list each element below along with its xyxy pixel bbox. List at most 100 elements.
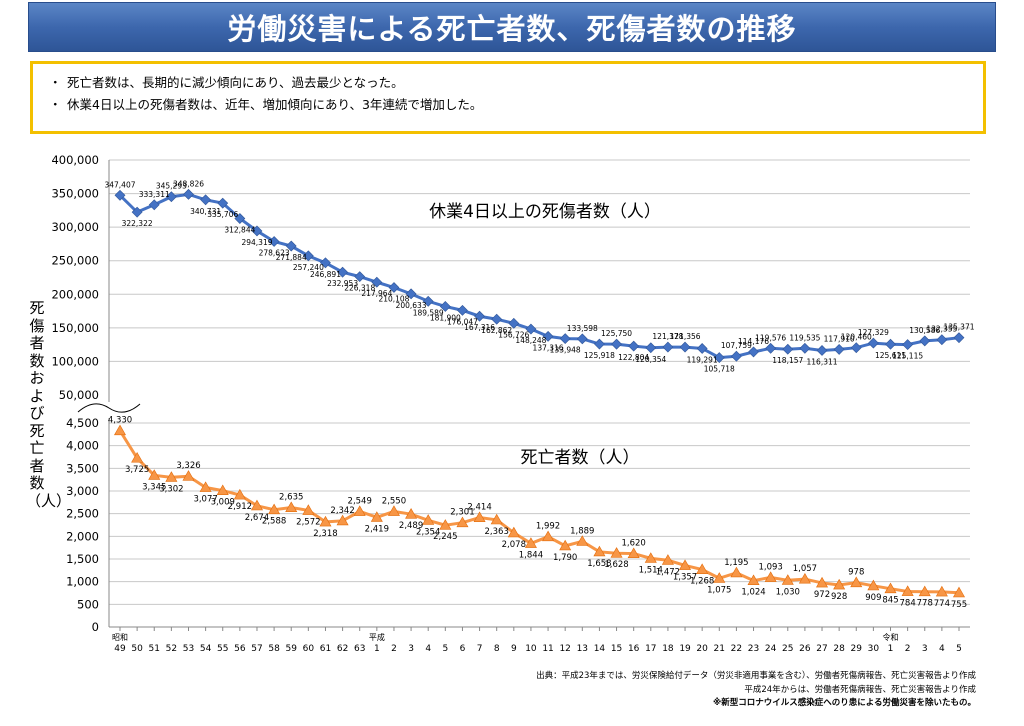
- era-label: 平成: [369, 632, 385, 642]
- injury-data-label: 348,826: [173, 179, 204, 188]
- injury-data-label: 156,726: [498, 330, 529, 339]
- injury-point: [748, 346, 759, 358]
- source-note: 出典：平成23年までは、労災保険給付データ（労災非適用事業を含む）、労働者死傷病…: [536, 670, 976, 711]
- death-point: [952, 586, 966, 598]
- injury-point: [217, 197, 229, 209]
- injury-point: [131, 206, 143, 218]
- injury-data-label: 125,611: [875, 351, 906, 360]
- death-data-label: 1,024: [741, 588, 765, 598]
- y-tick-label: 1,000: [66, 575, 99, 589]
- death-data-label: 972: [814, 590, 830, 600]
- death-data-label: 774: [934, 599, 950, 609]
- injury-data-label: 125,918: [584, 351, 615, 360]
- injury-data-label: 257,240: [293, 263, 324, 272]
- y-tick-label: 3,000: [66, 484, 99, 498]
- era-label: 令和: [883, 632, 899, 642]
- injury-point: [799, 342, 811, 354]
- series-caption-death: 死亡者数（人）: [521, 448, 640, 468]
- x-tick-label: 53: [183, 644, 194, 654]
- source-line: 平成24年からは、労働者死傷病報告、死亡災害報告より作成: [744, 684, 976, 695]
- death-point: [113, 424, 127, 436]
- injury-point: [114, 189, 126, 201]
- injury-point: [474, 310, 485, 322]
- injury-point: [251, 225, 263, 237]
- death-data-label: 3,009: [211, 498, 235, 508]
- injury-data-label: 120,354: [635, 355, 666, 364]
- x-tick-label: 20: [696, 644, 708, 654]
- death-point: [199, 481, 212, 492]
- death-data-label: 1,268: [690, 577, 714, 587]
- death-point: [816, 576, 829, 588]
- death-data-label: 2,414: [467, 503, 491, 513]
- injury-point: [713, 352, 725, 364]
- injury-data-label: 189,589: [413, 308, 444, 317]
- death-point: [798, 572, 811, 584]
- injury-data-label: 333,311: [139, 190, 170, 199]
- injury-point: [765, 342, 777, 354]
- injury-point: [782, 343, 794, 355]
- injury-data-label: 121,356: [670, 332, 701, 341]
- injury-point: [268, 236, 280, 247]
- injury-point: [371, 276, 383, 288]
- death-point: [285, 501, 298, 512]
- y-axis-title: 死傷者数および死亡者数（人）: [26, 299, 72, 510]
- x-tick-label: 51: [149, 644, 160, 654]
- death-point: [661, 554, 674, 565]
- death-data-label: 1,030: [776, 587, 800, 597]
- injury-data-label: 232,953: [327, 279, 358, 288]
- death-data-label: 2,245: [433, 532, 457, 542]
- injury-point: [730, 350, 742, 362]
- x-tick-label: 1: [888, 644, 894, 654]
- death-point: [268, 503, 281, 515]
- death-point: [370, 511, 383, 522]
- death-data-label: 2,318: [313, 529, 337, 539]
- death-data-label: 1,357: [673, 572, 697, 582]
- x-tick-label: 18: [662, 644, 674, 654]
- injury-point: [902, 339, 914, 350]
- death-data-label: 2,078: [502, 540, 526, 550]
- death-point: [405, 508, 418, 519]
- x-tick-label: 26: [799, 644, 811, 654]
- injury-data-label: 347,407: [104, 180, 135, 189]
- injury-data-label: 119,291: [687, 355, 718, 364]
- death-point: [216, 484, 229, 496]
- death-data-label: 4,330: [108, 416, 132, 426]
- x-tick-label: 13: [577, 644, 588, 654]
- death-data-label: 2,635: [279, 493, 303, 503]
- y-tick-label: 0: [92, 620, 99, 634]
- death-data-label: 1,844: [519, 550, 543, 560]
- death-data-label: 2,588: [262, 517, 286, 527]
- injury-data-label: 137,316: [533, 343, 564, 352]
- injury-point: [491, 313, 503, 325]
- death-point: [764, 571, 777, 582]
- death-point: [627, 547, 640, 558]
- death-point: [507, 526, 520, 538]
- injury-point: [525, 323, 537, 335]
- injury-point: [679, 341, 691, 353]
- death-point: [490, 513, 503, 525]
- summary-item: ・死亡者数は、長期的に減少傾向にあり、過去最少となった。: [49, 72, 983, 94]
- injury-data-label: 271,884: [276, 253, 307, 262]
- death-data-label: 1,628: [604, 560, 628, 570]
- injury-data-label: 226,318: [344, 284, 375, 293]
- injury-point: [234, 213, 246, 224]
- death-point: [439, 519, 452, 530]
- x-tick-label: 50: [131, 644, 143, 654]
- death-data-label: 3,345: [142, 482, 166, 492]
- injury-point: [953, 332, 965, 344]
- y-tick-label: 300,000: [51, 220, 99, 234]
- death-data-label: 1,472: [656, 567, 680, 577]
- death-data-label: 845: [882, 596, 898, 606]
- injury-data-label: 105,718: [704, 365, 735, 374]
- death-point: [696, 563, 709, 574]
- injury-data-label: 340,731: [190, 207, 221, 216]
- injury-point: [594, 338, 605, 350]
- death-data-label: 2,489: [399, 521, 423, 531]
- injury-data-label: 122,804: [618, 353, 649, 362]
- x-tick-label: 58: [268, 644, 280, 654]
- death-data-label: 1,889: [570, 526, 594, 536]
- death-point: [747, 574, 760, 586]
- death-point: [473, 511, 486, 522]
- death-point: [387, 505, 400, 516]
- y-tick-label: 50,000: [59, 388, 99, 402]
